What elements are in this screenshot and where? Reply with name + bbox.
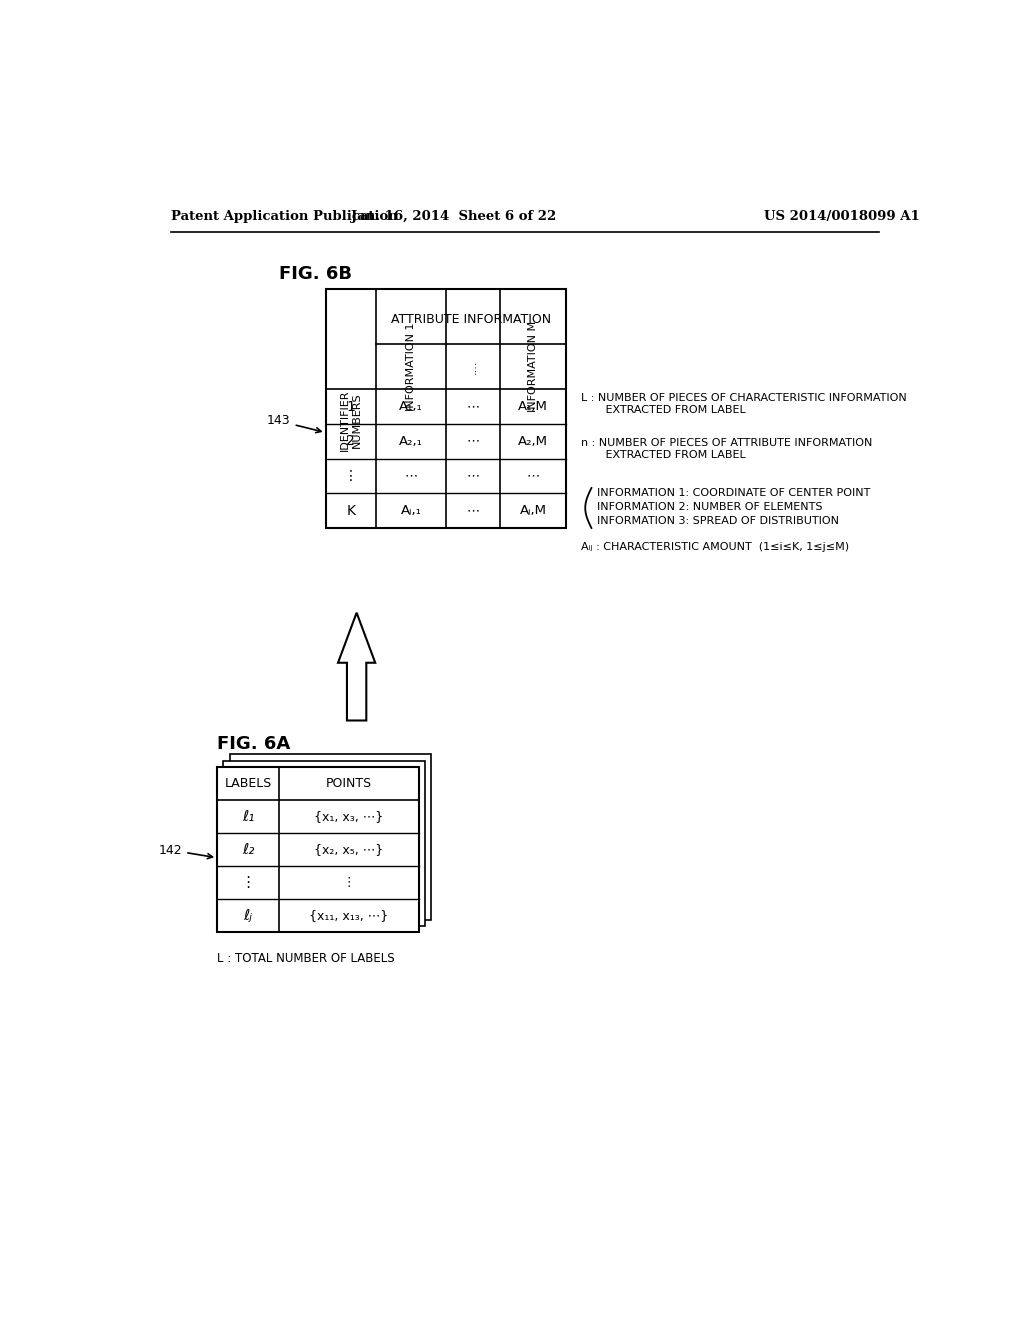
Text: ⋯: ⋯: [466, 434, 479, 447]
Text: ⋮: ⋮: [241, 875, 256, 890]
Text: ⋯: ⋯: [404, 470, 418, 483]
Text: IDENTIFIER
NUMBERS: IDENTIFIER NUMBERS: [340, 389, 361, 451]
Text: LABELS: LABELS: [224, 776, 271, 789]
Text: A₁,M: A₁,M: [518, 400, 548, 413]
Text: INFORMATION 3: SPREAD OF DISTRIBUTION: INFORMATION 3: SPREAD OF DISTRIBUTION: [597, 516, 839, 525]
Text: 2: 2: [346, 434, 355, 449]
Text: {x₁₁, x₁₃, ⋯}: {x₁₁, x₁₃, ⋯}: [309, 909, 388, 923]
Bar: [326, 289, 566, 528]
Text: INFORMATION 1: COORDINATE OF CENTER POINT: INFORMATION 1: COORDINATE OF CENTER POIN…: [597, 488, 870, 498]
Text: K: K: [346, 504, 355, 517]
Text: n : NUMBER OF PIECES OF ATTRIBUTE INFORMATION
       EXTRACTED FROM LABEL: n : NUMBER OF PIECES OF ATTRIBUTE INFORM…: [582, 438, 872, 459]
Text: FIG. 6A: FIG. 6A: [217, 735, 291, 752]
Text: INFORMATION 2: NUMBER OF ELEMENTS: INFORMATION 2: NUMBER OF ELEMENTS: [597, 502, 822, 512]
Text: 1: 1: [346, 400, 355, 413]
Bar: [229, 755, 431, 920]
Text: {x₂, x₅, ⋯}: {x₂, x₅, ⋯}: [314, 843, 384, 855]
Text: ⋮: ⋮: [344, 469, 357, 483]
Text: ⋯: ⋯: [466, 400, 479, 413]
Text: Patent Application Publication: Patent Application Publication: [171, 210, 397, 223]
Text: US 2014/0018099 A1: US 2014/0018099 A1: [764, 210, 920, 223]
Text: A₂,M: A₂,M: [518, 434, 548, 447]
Text: {x₁, x₃, ⋯}: {x₁, x₃, ⋯}: [314, 810, 384, 822]
Polygon shape: [338, 612, 375, 721]
Text: ATTRIBUTE INFORMATION: ATTRIBUTE INFORMATION: [391, 313, 551, 326]
Bar: [217, 767, 419, 932]
Text: L : TOTAL NUMBER OF LABELS: L : TOTAL NUMBER OF LABELS: [217, 952, 394, 965]
Text: 143: 143: [267, 414, 322, 433]
Text: A₁,₁: A₁,₁: [399, 400, 423, 413]
Text: Aᵢⱼ : CHARACTERISTIC AMOUNT  (1≤i≤K, 1≤j≤M): Aᵢⱼ : CHARACTERISTIC AMOUNT (1≤i≤K, 1≤j≤…: [582, 543, 850, 552]
Text: Aⱼ,₁: Aⱼ,₁: [400, 504, 421, 517]
Text: ⋯: ⋯: [526, 470, 540, 483]
Text: ℓ₁: ℓ₁: [242, 809, 254, 824]
Text: Jan. 16, 2014  Sheet 6 of 22: Jan. 16, 2014 Sheet 6 of 22: [351, 210, 556, 223]
Text: ⋮: ⋮: [343, 876, 355, 890]
Text: ℓ₂: ℓ₂: [242, 842, 254, 857]
Bar: [223, 760, 425, 927]
Text: 142: 142: [159, 843, 213, 858]
Text: Aⱼ,M: Aⱼ,M: [519, 504, 547, 517]
Text: A₂,₁: A₂,₁: [399, 434, 423, 447]
Text: INFORMATION M: INFORMATION M: [528, 321, 538, 412]
Text: ....: ....: [468, 359, 478, 374]
Text: POINTS: POINTS: [326, 776, 372, 789]
Text: ℓⱼ: ℓⱼ: [244, 908, 253, 923]
Text: ⋯: ⋯: [466, 504, 479, 517]
Text: INFORMATION 1: INFORMATION 1: [406, 322, 416, 411]
Text: L : NUMBER OF PIECES OF CHARACTERISTIC INFORMATION
       EXTRACTED FROM LABEL: L : NUMBER OF PIECES OF CHARACTERISTIC I…: [582, 393, 907, 414]
Text: ⋯: ⋯: [466, 470, 479, 483]
Text: FIG. 6B: FIG. 6B: [280, 265, 352, 282]
